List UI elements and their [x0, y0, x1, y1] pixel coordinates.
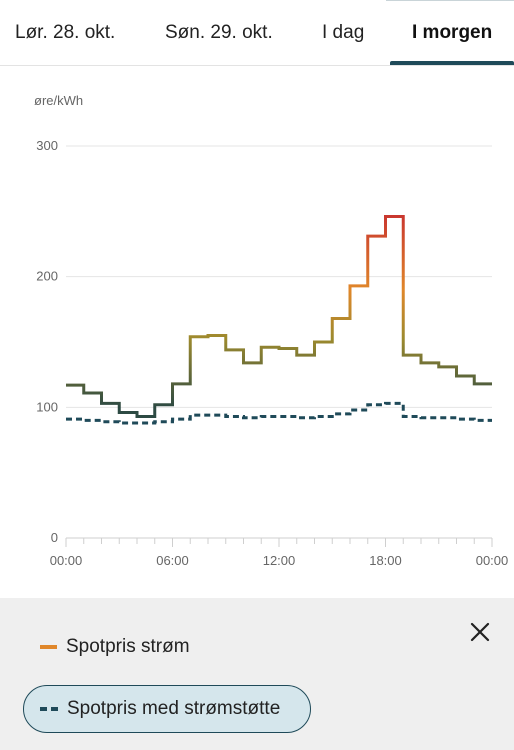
close-legend-button[interactable] — [466, 618, 494, 646]
legend-label-spotpris: Spotpris strøm — [66, 636, 190, 657]
y-tick-label-100: 100 — [36, 399, 58, 414]
y-tick-label-0: 0 — [51, 530, 58, 545]
price-chart: 0 100 200 300 00:00 06:00 12:00 18:00 00:00 — [36, 138, 509, 568]
active-tab-indicator — [390, 61, 514, 65]
solid-line-swatch — [40, 645, 57, 649]
legend-item-spotpris[interactable]: Spotpris strøm — [40, 634, 190, 660]
day-tabs: Lør. 28. okt. Søn. 29. okt. I dag I morg… — [0, 0, 514, 66]
x-tick-label-2: 12:00 — [263, 553, 296, 568]
tab-lor-28-okt[interactable]: Lør. 28. okt. — [15, 22, 116, 43]
tab-i-morgen[interactable]: I morgen — [412, 22, 493, 43]
dashed-line-swatch — [40, 707, 58, 711]
y-tick-label-300: 300 — [36, 138, 58, 153]
tab-top-edge — [386, 0, 514, 1]
x-tick-label-0: 00:00 — [50, 553, 83, 568]
y-axis-unit-label: øre/kWh — [34, 93, 84, 108]
legend-label-stromstotte: Spotpris med strømstøtte — [67, 698, 281, 719]
x-tick-label-3: 18:00 — [369, 553, 402, 568]
tab-son-29-okt[interactable]: Søn. 29. okt. — [165, 22, 273, 43]
legend-item-stromstotte[interactable]: Spotpris med strømstøtte — [23, 685, 311, 733]
y-tick-label-200: 200 — [36, 269, 58, 284]
series-spotpris-strom — [66, 215, 492, 418]
x-tick-label-4: 00:00 — [476, 553, 509, 568]
x-tick-label-1: 06:00 — [156, 553, 189, 568]
tab-i-dag[interactable]: I dag — [322, 22, 365, 43]
close-icon — [470, 622, 490, 642]
